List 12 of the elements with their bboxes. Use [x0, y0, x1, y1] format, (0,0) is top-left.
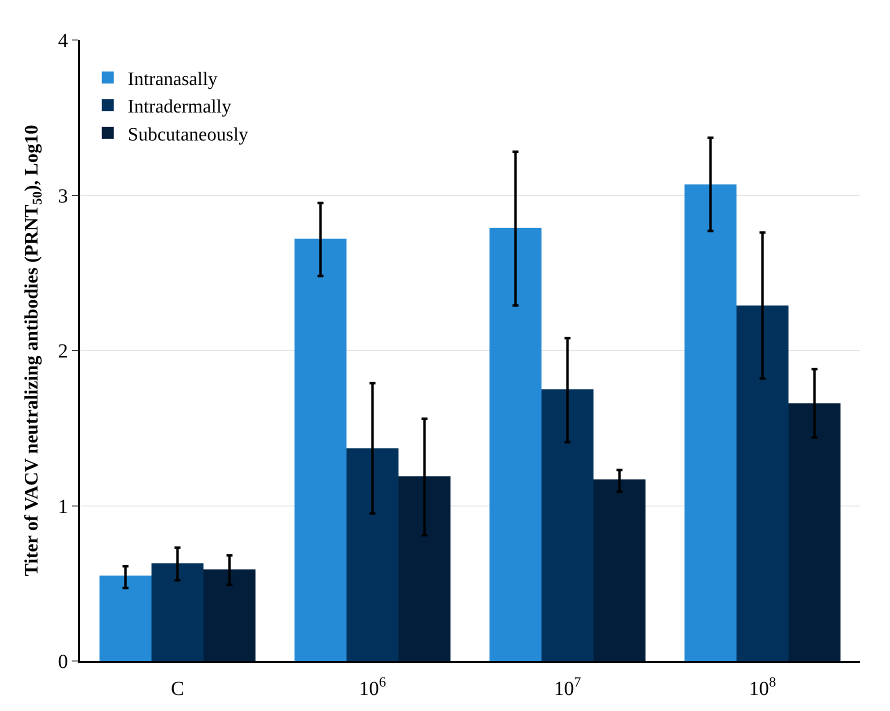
legend-label: Intranasally — [128, 68, 218, 90]
x-tick-label: 10$^{6}$ — [359, 676, 386, 700]
y-tick-label: 3 — [58, 185, 68, 208]
x-tick-label: C — [170, 678, 184, 700]
y-tick-label: 1 — [58, 496, 68, 518]
x-tick-label: 10$^{7}$ — [554, 676, 581, 700]
x-tick-label: 10$^{8}$ — [749, 676, 776, 700]
y-tick-label: 4 — [58, 30, 68, 52]
y-tick-label: 0 — [58, 651, 68, 673]
y-tick-label: 2 — [58, 340, 68, 362]
legend-label: Subcutaneously — [128, 124, 249, 146]
legend-label: Intradermally — [128, 96, 232, 118]
